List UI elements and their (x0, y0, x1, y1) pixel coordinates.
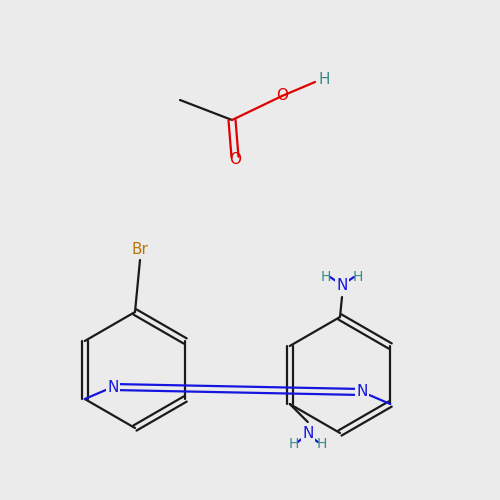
Text: N: N (356, 384, 368, 400)
Text: H: H (353, 270, 363, 284)
Text: O: O (276, 88, 288, 104)
Text: N: N (107, 380, 118, 394)
Text: O: O (229, 152, 241, 168)
Text: N: N (336, 278, 347, 292)
Text: H: H (316, 437, 327, 451)
Text: H: H (321, 270, 331, 284)
Text: Br: Br (132, 242, 148, 258)
Text: H: H (288, 437, 299, 451)
Text: H: H (318, 72, 330, 86)
Text: N: N (302, 426, 314, 442)
